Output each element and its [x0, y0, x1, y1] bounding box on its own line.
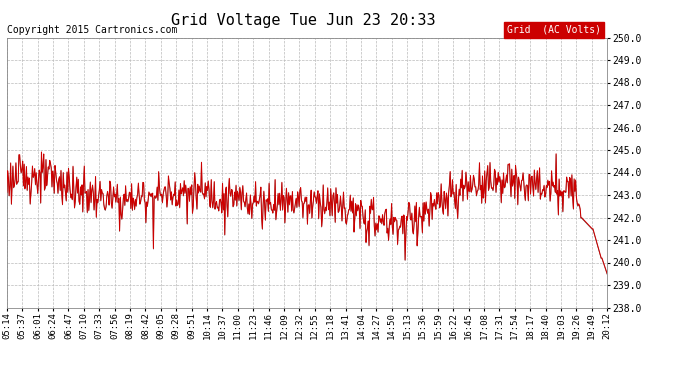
Text: Grid  (AC Volts): Grid (AC Volts) [507, 25, 601, 35]
Text: Grid Voltage Tue Jun 23 20:33: Grid Voltage Tue Jun 23 20:33 [171, 13, 436, 28]
Text: Copyright 2015 Cartronics.com: Copyright 2015 Cartronics.com [7, 25, 177, 35]
